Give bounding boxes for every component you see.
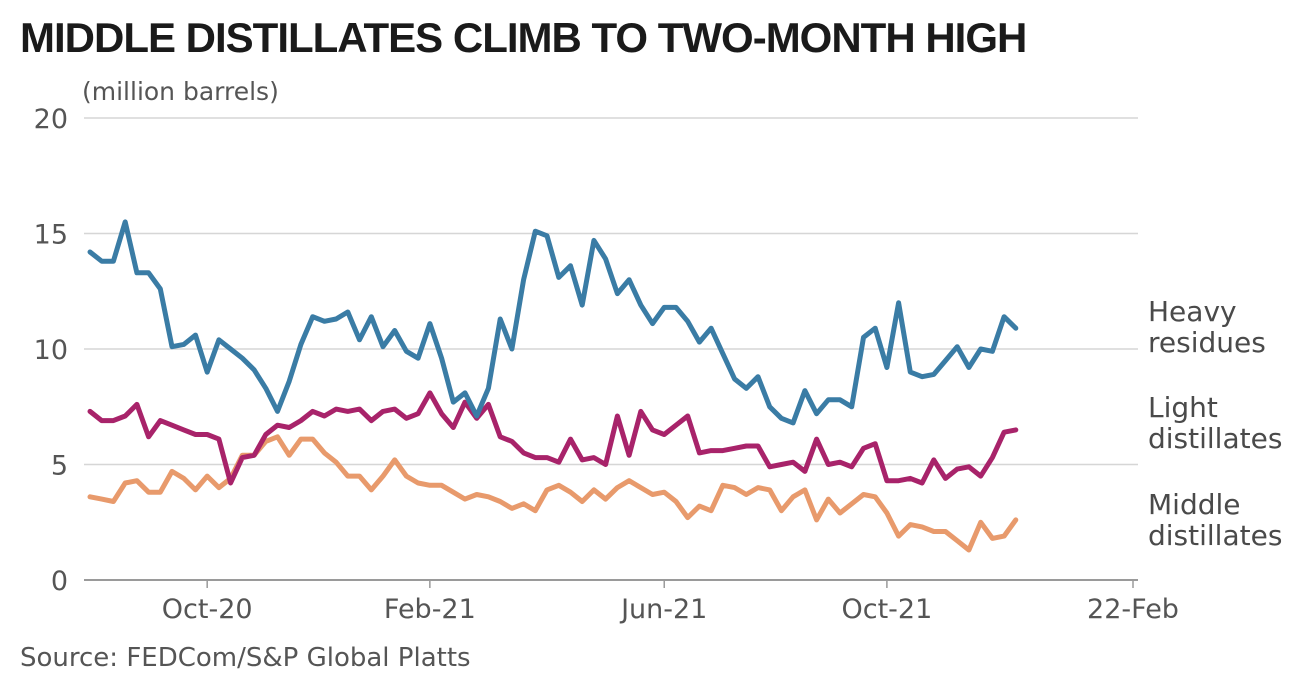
- x-tick-label: Jun-21: [619, 594, 707, 625]
- x-tick-label: 22-Feb: [1087, 594, 1179, 625]
- legend-label: Middle distillates: [1148, 488, 1282, 552]
- y-tick-label: 5: [51, 451, 68, 482]
- x-tick-label: Oct-20: [162, 594, 253, 625]
- legend-label: Heavy residues: [1148, 295, 1266, 359]
- legend-label: Light distillates: [1148, 391, 1282, 455]
- series-legend: Heavy residues Light distillates Middle disti…: [1148, 295, 1282, 552]
- y-tick-label: 0: [51, 566, 68, 597]
- series-line-light-distillates: [87, 390, 1019, 486]
- y-tick-label: 20: [34, 104, 68, 135]
- source-note: Source: FEDCom/S&P Global Platts: [20, 643, 471, 673]
- gridlines: [84, 117, 1138, 581]
- series-lines: [87, 219, 1019, 553]
- y-axis-label: (million barrels): [82, 77, 279, 106]
- y-tick-label: 15: [34, 220, 68, 251]
- y-axis-ticks: 0 5 10 15 20: [34, 104, 68, 597]
- x-axis-ticks: Oct-20 Feb-21 Jun-21 Oct-21 22-Feb: [162, 580, 1179, 625]
- x-tick-label: Feb-21: [384, 594, 476, 625]
- y-tick-label: 10: [34, 335, 68, 366]
- chart-title: MIDDLE DISTILLATES CLIMB TO TWO-MONTH HI…: [20, 14, 1027, 61]
- x-tick-label: Oct-21: [842, 594, 933, 625]
- series-line-heavy-residues: [87, 219, 1019, 426]
